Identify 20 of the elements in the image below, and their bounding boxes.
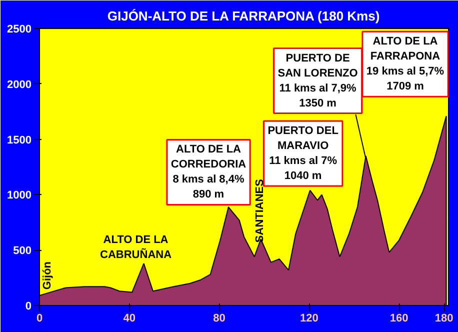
- x-tick-label: 160: [390, 312, 408, 324]
- x-tick-label: 180: [434, 312, 454, 324]
- y-tick-label: 2000: [7, 78, 32, 91]
- x-tick-label: 80: [213, 312, 226, 324]
- chart-title: GIJÓN-ALTO DE LA FARRAPONA (180 Kms): [107, 8, 380, 24]
- annotation: ALTO DE LA CABRUÑANA: [100, 234, 172, 261]
- annotation: PUERTO DEL MARAVIO 11 kms al 7% 1040 m: [268, 124, 339, 182]
- annotation: SANTIANES: [254, 179, 266, 243]
- y-tick-label: 1500: [7, 134, 32, 146]
- y-tick-label: 1000: [7, 190, 32, 202]
- annotation: PUERTO DE SAN LORENZO 11 kms al 7,9% 1350 m: [278, 52, 358, 110]
- y-tick-label: 2500: [7, 24, 32, 36]
- y-tick-label: 500: [13, 245, 32, 258]
- annotation: ALTO DE LA FARRAPONA 19 kms al 5,7% 1709 m: [366, 36, 444, 93]
- x-tick-label: 120: [300, 312, 318, 324]
- x-tick-label: 0: [36, 312, 43, 324]
- x-tick-label: 40: [123, 312, 136, 324]
- annotation: ALTO DE LA CORREDORIA 8 kms al 8,4% 890 m: [170, 144, 246, 201]
- annotation: Gijón: [42, 261, 54, 290]
- y-tick-label: 0: [25, 300, 32, 312]
